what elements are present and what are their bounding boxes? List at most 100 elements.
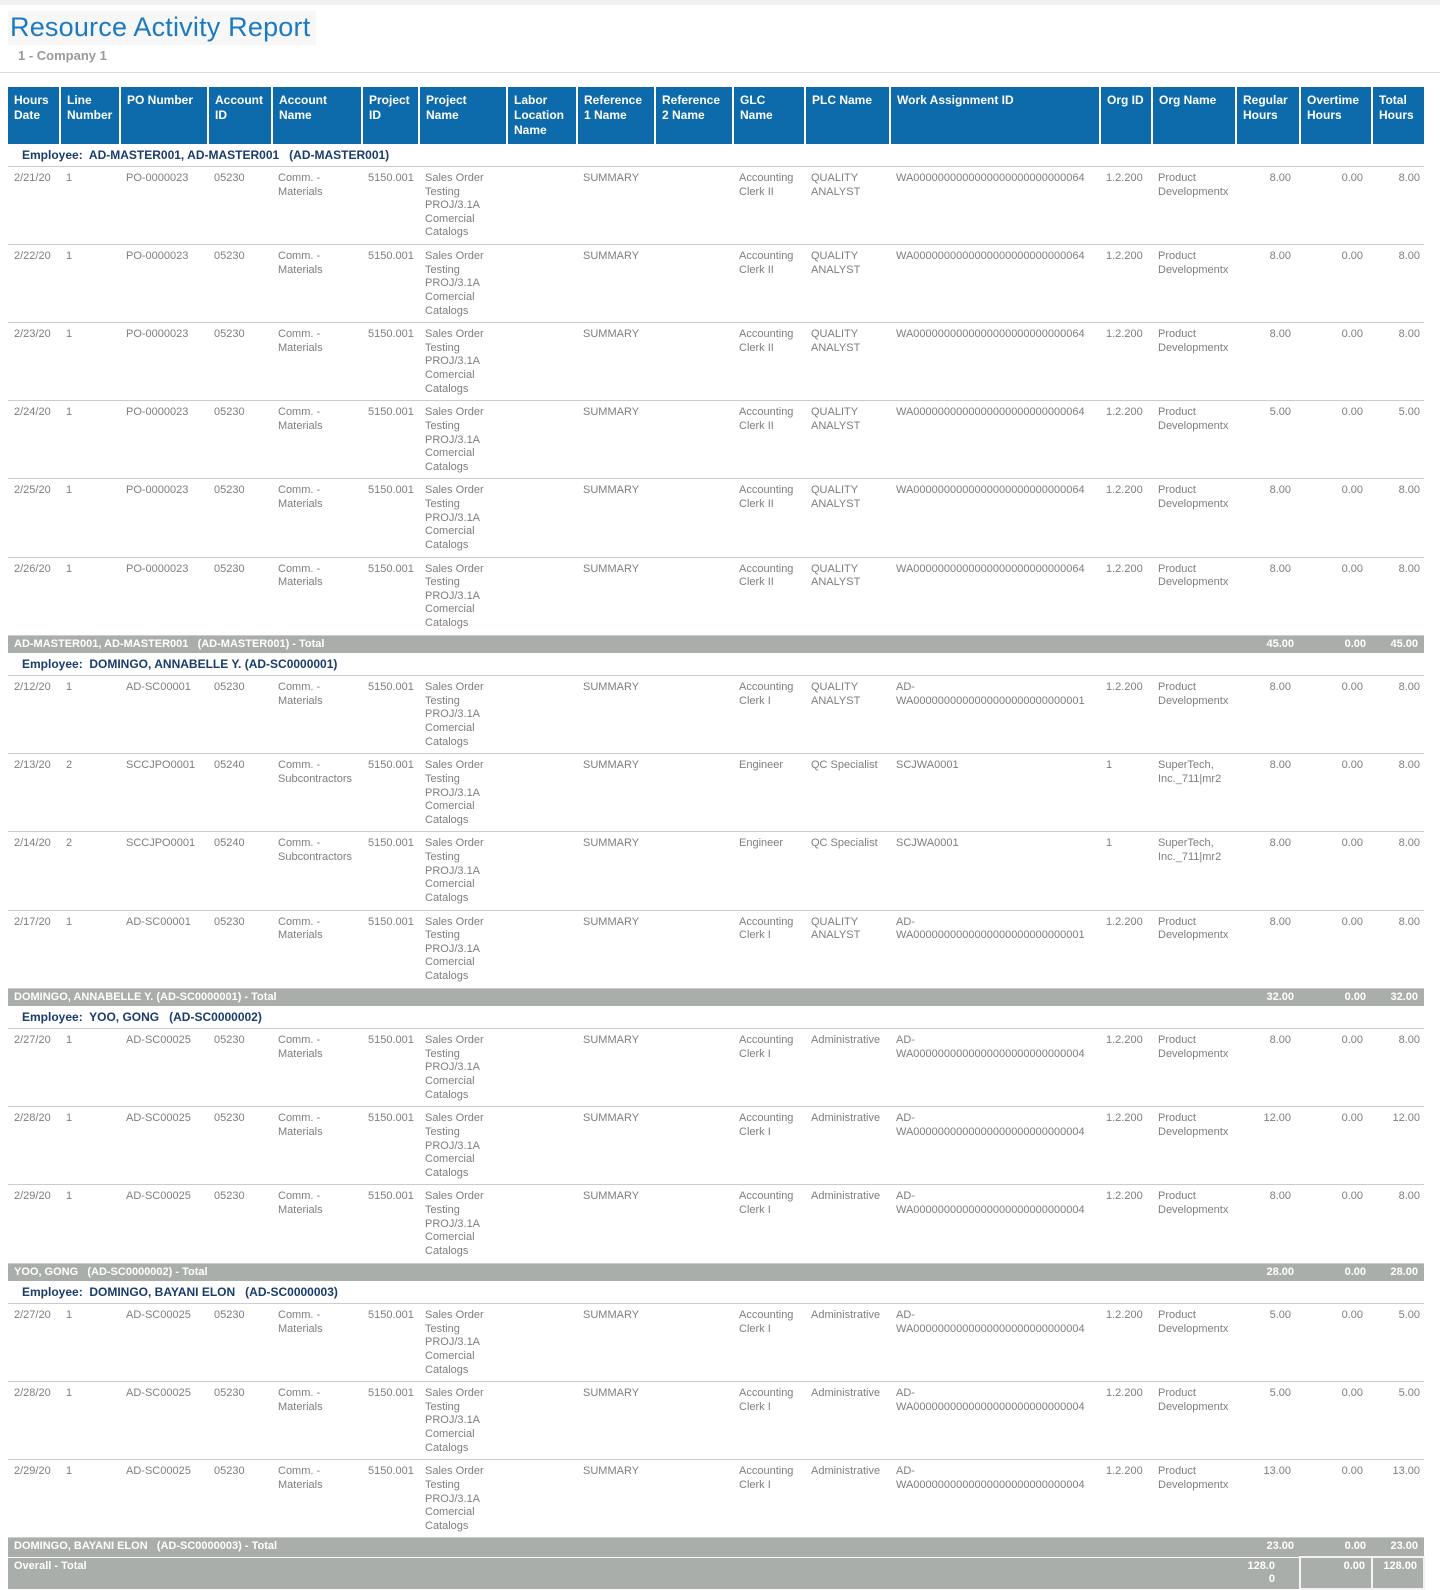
- cell-total_hours: 8.00: [1372, 910, 1424, 989]
- cell-plc_name: Administrative: [805, 1184, 890, 1264]
- cell-account_name: Comm. - Materials: [272, 557, 362, 636]
- cell-reference_1_name: SUMMARY: [577, 557, 655, 636]
- page-title: Resource Activity Report: [8, 11, 317, 45]
- cell-po_number: AD-SC00025: [120, 1106, 208, 1186]
- cell-plc_name: QUALITY ANALYST: [805, 322, 890, 402]
- cell-total_hours: 12.00: [1372, 1106, 1424, 1186]
- cell-account_name: Comm. - Materials: [272, 244, 362, 324]
- cell-work_assignment_id: SCJWA0001: [890, 753, 1100, 833]
- cell-line_number: 1: [60, 1303, 120, 1383]
- cell-account_id: 05230: [208, 400, 272, 480]
- table-row: 2/27/20 1 AD-SC00025 05230 Comm. - Materials…: [8, 1303, 1424, 1383]
- cell-hours_date: 2/23/20: [8, 322, 60, 402]
- cell-overtime_hours: 0.00: [1300, 675, 1372, 755]
- cell-labor_location_name: [507, 831, 577, 911]
- col-header-project_name: Project Name: [419, 87, 508, 144]
- cell-glc_name: Accounting Clerk I: [733, 1106, 805, 1186]
- cell-regular_hours: 8.00: [1236, 910, 1300, 989]
- cell-org_id: 1.2.200: [1100, 1028, 1152, 1108]
- cell-regular_hours: 8.00: [1236, 831, 1300, 911]
- cell-glc_name: Accounting Clerk II: [733, 557, 805, 636]
- cell-work_assignment_id: AD-WA0000000000000000000000000001: [890, 675, 1100, 755]
- cell-plc_name: Administrative: [805, 1106, 890, 1186]
- cell-plc_name: Administrative: [805, 1459, 890, 1539]
- cell-work_assignment_id: AD-WA0000000000000000000000000004: [890, 1184, 1100, 1264]
- col-header-reference_2_name: Reference 2 Name: [655, 87, 734, 144]
- col-header-line_number: Line Number: [60, 87, 121, 144]
- cell-overtime_hours: 0.00: [1300, 1303, 1372, 1383]
- cell-line_number: 1: [60, 910, 120, 989]
- cell-reference_1_name: SUMMARY: [577, 1459, 655, 1539]
- employee-label: Employee: DOMINGO, ANNABELLE Y. (AD-SC00…: [8, 653, 1424, 677]
- cell-project_name: Sales Order Testing PROJ/3.1A Comercial …: [419, 910, 507, 989]
- cell-account_name: Comm. - Materials: [272, 166, 362, 246]
- cell-total_hours: 8.00: [1372, 322, 1424, 402]
- cell-work_assignment_id: AD-WA0000000000000000000000000004: [890, 1303, 1100, 1383]
- cell-account_name: Comm. - Materials: [272, 1459, 362, 1539]
- total-overtime-hours: 0.00: [1300, 635, 1372, 654]
- cell-project_name: Sales Order Testing PROJ/3.1A Comercial …: [419, 1028, 507, 1108]
- cell-overtime_hours: 0.00: [1300, 1106, 1372, 1186]
- table-row: 2/22/20 1 PO-0000023 05230 Comm. - Materials…: [8, 244, 1424, 324]
- cell-account_id: 05230: [208, 1106, 272, 1186]
- cell-org_id: 1.2.200: [1100, 910, 1152, 989]
- col-header-overtime_hours: Overtime Hours: [1300, 87, 1373, 144]
- cell-account_name: Comm. - Subcontractors: [272, 831, 362, 911]
- col-header-hours_date: Hours Date: [8, 87, 61, 144]
- cell-project_id: 5150.001: [362, 1459, 419, 1539]
- cell-reference_2_name: [655, 322, 733, 402]
- total-overtime-hours: 0.00: [1299, 1556, 1373, 1590]
- cell-project_name: Sales Order Testing PROJ/3.1A Comercial …: [419, 244, 507, 324]
- cell-reference_2_name: [655, 400, 733, 480]
- cell-org_id: 1.2.200: [1100, 1459, 1152, 1539]
- cell-org_name: Product Developmentx: [1152, 1106, 1236, 1186]
- cell-reference_1_name: SUMMARY: [577, 910, 655, 989]
- cell-regular_hours: 5.00: [1236, 400, 1300, 480]
- cell-project_id: 5150.001: [362, 322, 419, 402]
- cell-line_number: 1: [60, 1381, 120, 1461]
- cell-overtime_hours: 0.00: [1300, 753, 1372, 833]
- cell-work_assignment_id: WA0000000000000000000000000064: [890, 557, 1100, 636]
- cell-labor_location_name: [507, 1184, 577, 1264]
- cell-reference_2_name: [655, 244, 733, 324]
- cell-labor_location_name: [507, 166, 577, 246]
- cell-hours_date: 2/12/20: [8, 675, 60, 755]
- cell-glc_name: Engineer: [733, 831, 805, 911]
- cell-regular_hours: 13.00: [1236, 1459, 1300, 1539]
- cell-glc_name: Accounting Clerk I: [733, 1028, 805, 1108]
- total-total-hours: 128.00: [1371, 1556, 1425, 1590]
- table-row: 2/21/20 1 PO-0000023 05230 Comm. - Materials…: [8, 166, 1424, 246]
- cell-account_id: 05240: [208, 831, 272, 911]
- cell-line_number: 1: [60, 557, 120, 636]
- cell-org_name: Product Developmentx: [1152, 322, 1236, 402]
- cell-po_number: PO-0000023: [120, 557, 208, 636]
- cell-account_id: 05230: [208, 166, 272, 246]
- cell-project_id: 5150.001: [362, 1381, 419, 1461]
- cell-glc_name: Accounting Clerk II: [733, 400, 805, 480]
- cell-org_name: Product Developmentx: [1152, 910, 1236, 989]
- cell-plc_name: QC Specialist: [805, 753, 890, 833]
- cell-line_number: 1: [60, 675, 120, 755]
- cell-project_name: Sales Order Testing PROJ/3.1A Comercial …: [419, 1381, 507, 1461]
- cell-project_name: Sales Order Testing PROJ/3.1A Comercial …: [419, 322, 507, 402]
- cell-account_name: Comm. - Materials: [272, 675, 362, 755]
- cell-glc_name: Accounting Clerk I: [733, 1381, 805, 1461]
- cell-account_name: Comm. - Materials: [272, 1184, 362, 1264]
- cell-account_name: Comm. - Materials: [272, 400, 362, 480]
- cell-org_id: 1.2.200: [1100, 675, 1152, 755]
- cell-account_name: Comm. - Materials: [272, 322, 362, 402]
- cell-labor_location_name: [507, 557, 577, 636]
- group-total-label: AD-MASTER001, AD-MASTER001 (AD-MASTER001…: [8, 635, 1236, 654]
- cell-project_name: Sales Order Testing PROJ/3.1A Comercial …: [419, 478, 507, 558]
- cell-account_id: 05230: [208, 910, 272, 989]
- total-regular-hours: 23.00: [1236, 1537, 1300, 1557]
- cell-org_name: Product Developmentx: [1152, 244, 1236, 324]
- overall-total-label: Overall - Total: [8, 1556, 1236, 1589]
- cell-work_assignment_id: AD-WA0000000000000000000000000004: [890, 1459, 1100, 1539]
- cell-po_number: AD-SC00025: [120, 1028, 208, 1108]
- table-row: 2/17/20 1 AD-SC00001 05230 Comm. - Materials…: [8, 910, 1424, 989]
- cell-overtime_hours: 0.00: [1300, 166, 1372, 246]
- cell-project_name: Sales Order Testing PROJ/3.1A Comercial …: [419, 831, 507, 911]
- col-header-work_assignment_id: Work Assignment ID: [890, 87, 1101, 144]
- report-header: Resource Activity Report 1 - Company 1: [0, 5, 1440, 63]
